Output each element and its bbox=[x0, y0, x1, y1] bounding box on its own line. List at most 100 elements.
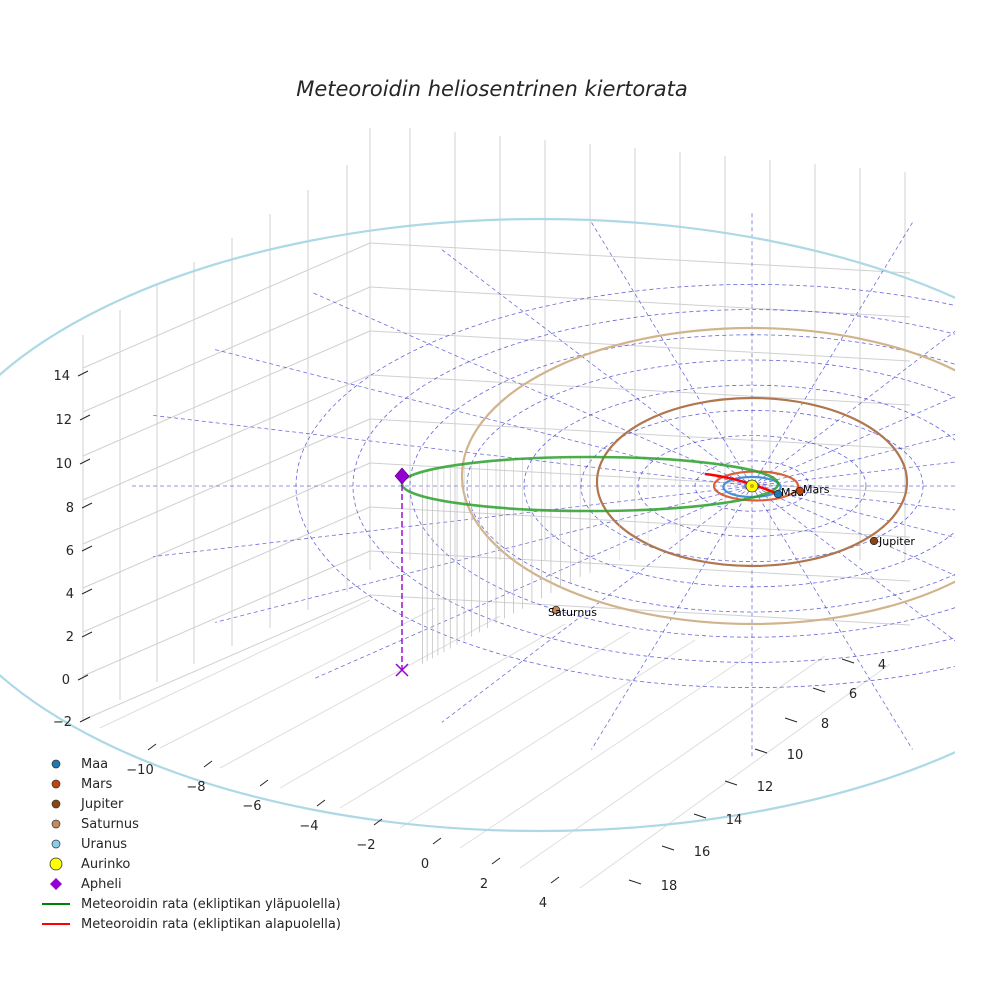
legend-marker-dot bbox=[51, 759, 61, 769]
z-tick-mark bbox=[81, 588, 93, 595]
axis-ticks: −2 0 2 4 6 8 10 12 14 −10 −8 −6 −4 −2 0 2 4 4 6 8 10 12 14 16 18 bbox=[53, 369, 886, 911]
wall-gridline bbox=[82, 594, 371, 721]
floor-gridline bbox=[99, 599, 371, 729]
legend-label: Mars bbox=[81, 777, 113, 792]
wall-gridline bbox=[82, 506, 371, 633]
legend-label: Saturnus bbox=[81, 817, 139, 832]
floor-gridline bbox=[159, 607, 436, 749]
x-tick-label: −10 bbox=[126, 763, 153, 778]
y-tick-label: 4 bbox=[878, 658, 886, 673]
x-tick-mark bbox=[203, 760, 213, 768]
legend-item: Jupiter bbox=[51, 797, 124, 812]
y-tick-label: 6 bbox=[849, 687, 857, 702]
x-tick-mark bbox=[259, 779, 269, 787]
floor-gridline bbox=[579, 663, 891, 889]
legend-item: Meteoroidin rata (ekliptikan yläpuolella… bbox=[42, 897, 341, 912]
x-tick-mark bbox=[316, 799, 326, 807]
z-tick-mark bbox=[81, 545, 93, 552]
legend-label: Aurinko bbox=[81, 857, 130, 872]
reference-ring bbox=[466, 359, 955, 613]
wall-gridline bbox=[369, 330, 911, 362]
z-tick-mark bbox=[77, 674, 89, 681]
planet-orbit-saturnus bbox=[460, 326, 955, 626]
chart-title: Meteoroidin heliosentrinen kiertorata bbox=[296, 77, 688, 101]
planet-label-saturnus: Saturnus bbox=[548, 606, 597, 619]
floor-gridline bbox=[459, 647, 761, 849]
legend-label: Jupiter bbox=[80, 797, 124, 812]
wall-gridline bbox=[369, 462, 911, 494]
x-tick-label: −4 bbox=[299, 819, 318, 834]
x-tick-mark bbox=[550, 876, 560, 884]
legend-label: Maa bbox=[81, 757, 108, 772]
z-tick-label: 0 bbox=[62, 673, 70, 688]
z-tick-mark bbox=[77, 370, 89, 377]
legend-item: Apheli bbox=[50, 877, 122, 892]
legend-label: Apheli bbox=[81, 877, 122, 892]
legend-label: Meteoroidin rata (ekliptikan yläpuolella… bbox=[81, 897, 341, 912]
legend: Maa Mars Jupiter Saturnus Uranus Aurinko Aphel… bbox=[42, 757, 341, 932]
aphelion-marker bbox=[394, 467, 410, 485]
wall-gridline bbox=[82, 550, 371, 677]
y-tick-label: 16 bbox=[694, 845, 711, 860]
wall-gridline bbox=[82, 418, 371, 545]
floor-gridline bbox=[219, 615, 501, 769]
x-tick-label: −6 bbox=[242, 799, 261, 814]
y-tick-mark bbox=[784, 717, 798, 723]
legend-item: Mars bbox=[51, 777, 113, 792]
wall-gridline bbox=[82, 374, 371, 501]
z-tick-label: 8 bbox=[66, 501, 74, 516]
y-tick-label: 18 bbox=[661, 879, 678, 894]
legend-label: Uranus bbox=[81, 837, 127, 852]
planet-label-jupiter: Jupiter bbox=[878, 535, 915, 548]
legend-item: Aurinko bbox=[49, 857, 130, 872]
z-tick-mark bbox=[81, 631, 93, 638]
z-tick-mark bbox=[79, 716, 91, 723]
legend-marker-dot bbox=[51, 799, 61, 809]
planet-marker-jupiter bbox=[869, 536, 879, 546]
z-tick-mark bbox=[79, 414, 91, 421]
y-tick-label: 12 bbox=[757, 780, 774, 795]
y-tick-mark bbox=[724, 780, 738, 786]
z-tick-label: −2 bbox=[53, 715, 72, 730]
wall-gridline bbox=[369, 242, 911, 274]
legend-marker-dot bbox=[51, 839, 61, 849]
y-tick-mark bbox=[754, 748, 768, 754]
z-tick-label: 10 bbox=[55, 457, 72, 472]
x-tick-mark bbox=[432, 837, 442, 845]
x-tick-label: 0 bbox=[421, 857, 429, 872]
z-tick-mark bbox=[81, 502, 93, 509]
legend-marker-dot bbox=[51, 779, 61, 789]
x-tick-label: 2 bbox=[480, 877, 488, 892]
y-tick-mark bbox=[841, 658, 855, 664]
legend-item: Uranus bbox=[51, 837, 127, 852]
z-tick-label: 6 bbox=[66, 544, 74, 559]
y-tick-mark bbox=[628, 879, 642, 885]
planet-marker-mars bbox=[795, 486, 805, 496]
wall-gridline bbox=[82, 242, 371, 369]
y-tick-label: 14 bbox=[726, 813, 743, 828]
wall-gridline bbox=[82, 330, 371, 457]
x-tick-label: −2 bbox=[356, 838, 375, 853]
z-tick-label: 4 bbox=[66, 587, 74, 602]
legend-marker-dot bbox=[51, 819, 61, 829]
z-tick-label: 2 bbox=[66, 630, 74, 645]
planet-label-mars: Mars bbox=[803, 483, 830, 496]
legend-item: Meteoroidin rata (ekliptikan alapuolella… bbox=[42, 917, 341, 932]
wall-gridline bbox=[369, 594, 911, 626]
z-tick-label: 12 bbox=[55, 413, 72, 428]
floor-gridline bbox=[279, 623, 566, 789]
z-tick-mark bbox=[79, 458, 91, 465]
wall-gridline bbox=[369, 506, 911, 538]
plot-area: Maa Mars Jupiter Saturnus bbox=[0, 213, 955, 833]
planet-orbit-uranus bbox=[0, 217, 955, 833]
legend-marker-sun bbox=[49, 857, 63, 871]
planet-orbit-jupiter bbox=[595, 396, 909, 568]
floor-gridline bbox=[339, 631, 631, 809]
wall-gridline bbox=[82, 286, 371, 413]
legend-marker-diamond bbox=[50, 878, 62, 890]
floor-gridline bbox=[519, 655, 826, 869]
x-tick-label: 4 bbox=[539, 896, 547, 911]
sun-core bbox=[750, 484, 754, 488]
x-tick-mark bbox=[147, 743, 157, 751]
